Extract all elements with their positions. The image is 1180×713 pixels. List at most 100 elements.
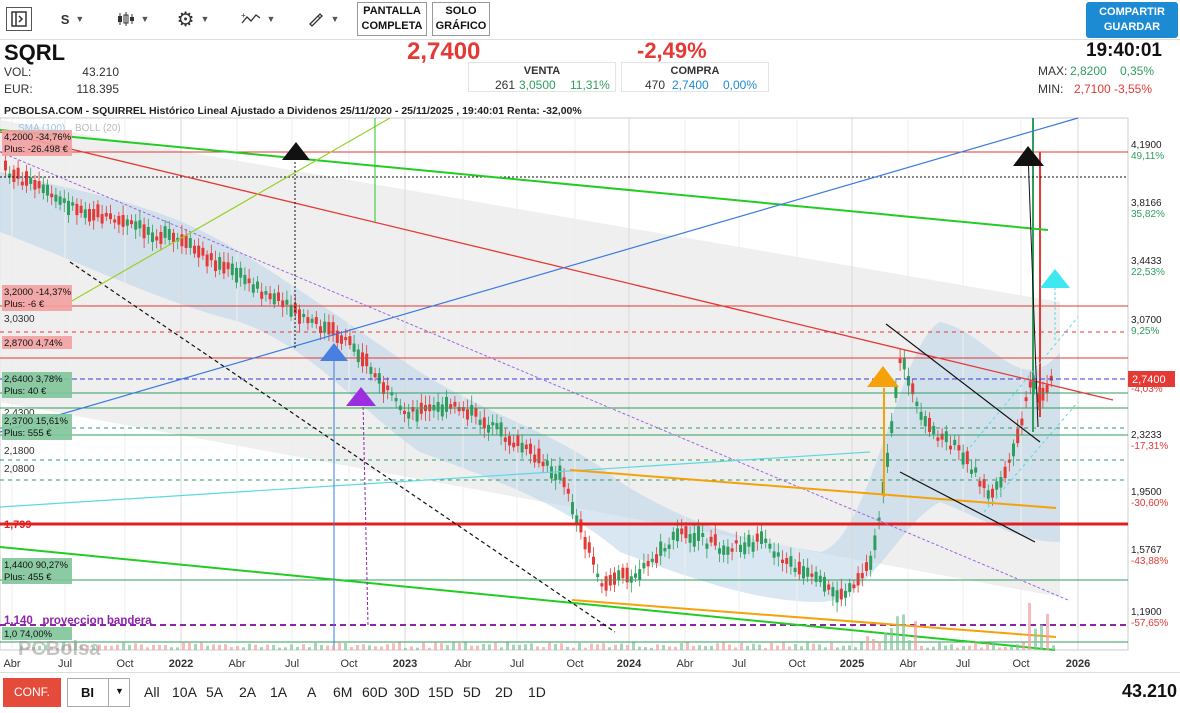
candle-body: [403, 410, 406, 415]
candle-body: [965, 451, 969, 465]
candle-body: [936, 437, 940, 441]
y-tick-price: 1,9500: [1131, 487, 1162, 498]
candle-body: [159, 231, 163, 244]
y-tick-pct: -43,88%: [1131, 556, 1168, 567]
range-button-6m[interactable]: 6M: [333, 684, 353, 700]
x-tick-label: Oct: [116, 658, 133, 670]
blue-trendline: [0, 117, 1079, 433]
x-tick-label: Oct: [1012, 658, 1029, 670]
volume-bar: [626, 645, 629, 650]
candles-layer: [4, 118, 1053, 613]
candle-body: [860, 573, 864, 579]
range-button-1a[interactable]: 1A: [270, 684, 288, 700]
volume-bar: [782, 642, 785, 650]
y-tick-price: 1,5767: [1131, 545, 1162, 556]
candle-body: [340, 335, 343, 344]
candle-body: [205, 254, 209, 267]
candle-body: [16, 167, 20, 179]
price-label-box: [2, 130, 72, 156]
share-save-button[interactable]: COMPARTIR GUARDAR: [1086, 2, 1178, 38]
volume-bar: [182, 642, 185, 650]
chart-mode-select[interactable]: BI ▼: [67, 678, 130, 707]
price-label-text: 2,1800: [4, 446, 35, 457]
chevron-down-icon: ▼: [75, 14, 85, 24]
volume-bar: [734, 647, 737, 650]
volume-bar: [974, 642, 977, 650]
price-label-plus: Plus: 555 €: [4, 428, 52, 439]
candle-body: [886, 452, 889, 467]
x-tick-label: Jul: [510, 658, 524, 670]
volume-bar: [926, 647, 929, 650]
range-button-30d[interactable]: 30D: [394, 684, 420, 700]
range-button-1d[interactable]: 1D: [528, 684, 546, 700]
chart-type-dropdown[interactable]: ▼: [110, 5, 156, 33]
volume-bar: [638, 646, 641, 650]
price-label-text: 1,4400 90,27%: [4, 560, 68, 571]
candle-body: [890, 421, 894, 434]
volume-bar: [410, 646, 413, 650]
indicators-dropdown[interactable]: + ▼: [235, 5, 281, 33]
range-button-all[interactable]: All: [144, 684, 160, 700]
settings-dropdown[interactable]: ⚙ ▼: [170, 5, 216, 33]
candle-body: [692, 533, 696, 547]
candle-body: [1033, 381, 1036, 390]
volume-bar: [356, 645, 359, 650]
volume-bar: [740, 642, 743, 650]
candle-body: [545, 460, 549, 466]
volume-bar: [476, 645, 479, 650]
candle-body: [503, 437, 507, 442]
volume-bar: [458, 643, 461, 650]
candle-body: [613, 572, 616, 585]
candle-body: [33, 180, 37, 190]
sidebar-toggle-button[interactable]: [6, 7, 32, 31]
volume-bar: [266, 644, 269, 650]
candle-body: [155, 236, 159, 241]
candle-body: [844, 590, 847, 598]
candle-body: [873, 535, 877, 551]
price-label-plus: Plus: 455 €: [4, 572, 52, 583]
candle-body: [1007, 459, 1011, 463]
symbol-dropdown[interactable]: S ▼: [60, 11, 85, 27]
range-button-2a[interactable]: 2A: [239, 684, 257, 700]
volume-bar: [254, 644, 257, 650]
chart-canvas[interactable]: Abr Jul Oct 2022 Abr Jul Oct 2023 Abr Jul Oct 2024 A…: [0, 102, 1180, 672]
volume-bar: [596, 644, 599, 650]
volume-bar: [1010, 646, 1013, 650]
candle-body: [902, 357, 906, 370]
candle-body: [314, 317, 318, 325]
candle-body: [944, 431, 948, 443]
candle-body: [655, 554, 658, 563]
volume-bar: [236, 646, 239, 650]
price-chart[interactable]: Abr Jul Oct 2022 Abr Jul Oct 2023 Abr Jul Oct 2024 A…: [0, 102, 1180, 672]
range-button-a[interactable]: A: [307, 684, 317, 700]
range-button-2d[interactable]: 2D: [495, 684, 513, 700]
candle-body: [1016, 428, 1020, 444]
candle-body: [386, 385, 390, 391]
candle-body: [298, 309, 301, 324]
range-button-10a[interactable]: 10A: [172, 684, 197, 700]
volume-bar: [38, 645, 41, 650]
candle-body: [865, 562, 868, 571]
candle-body: [142, 224, 146, 239]
y-tick-price: 3,4433: [1131, 256, 1162, 267]
candle-body: [986, 490, 990, 499]
candle-body: [138, 220, 142, 229]
volume-bar: [902, 614, 905, 650]
drawing-tools-dropdown[interactable]: ▼: [300, 5, 346, 33]
range-button-15d[interactable]: 15D: [428, 684, 454, 700]
volume-bar: [686, 642, 689, 650]
fullscreen-button[interactable]: PANTALLA COMPLETA: [357, 2, 427, 36]
range-button-5a[interactable]: 5A: [206, 684, 224, 700]
candle-body: [281, 300, 285, 308]
candle-body: [495, 423, 499, 430]
candle-body: [310, 318, 314, 323]
last-price: 2,7400: [407, 38, 481, 65]
candle-body: [251, 284, 255, 293]
candle-body: [482, 417, 486, 429]
config-button[interactable]: CONF.: [3, 678, 61, 707]
chart-only-button[interactable]: SOLO GRÁFICO: [432, 2, 490, 36]
range-button-60d[interactable]: 60D: [362, 684, 388, 700]
candle-body: [96, 204, 100, 218]
candle-body: [377, 373, 381, 384]
range-button-5d[interactable]: 5D: [463, 684, 481, 700]
